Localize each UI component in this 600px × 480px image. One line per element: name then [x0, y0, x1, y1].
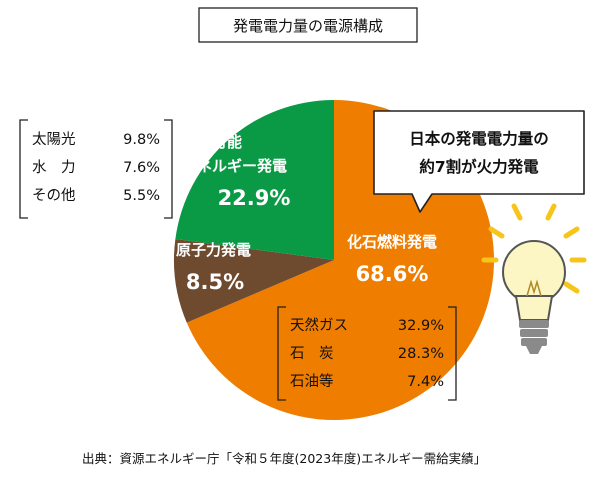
- fossil-breakdown-name-3: 石油等: [290, 372, 334, 390]
- chart-title: 発電電力量の電源構成: [233, 17, 383, 35]
- title-box: [198, 7, 418, 43]
- fossil-breakdown-bracket-left: [277, 306, 286, 401]
- nuclear-label: 原子力発電: [176, 241, 251, 259]
- renewable-breakdown-name-1: 太陽光: [32, 131, 76, 148]
- fossil-breakdown-value-3: 7.4%: [407, 374, 444, 390]
- fossil-percent: 68.6%: [356, 262, 429, 286]
- fossil-breakdown-name-1: 天然ガス: [290, 317, 348, 334]
- renewable-percent: 22.9%: [218, 186, 291, 210]
- callout-line-1: 日本の発電電力量の: [409, 129, 549, 148]
- renewable-label-line-2: エネルギー発電: [182, 157, 287, 175]
- fossil-breakdown-bracket-right: [448, 306, 457, 401]
- pie-slice-nuclear: [173, 238, 334, 323]
- renewable-breakdown-value-1: 9.8%: [123, 132, 160, 148]
- renewable-breakdown-name-2: 水 力: [32, 159, 76, 176]
- fossil-breakdown-value-1: 32.9%: [398, 318, 444, 334]
- fossil-breakdown-value-2: 28.3%: [398, 346, 444, 362]
- renewable-breakdown-bracket-left: [19, 119, 28, 219]
- renewable-label-line-1: 再生可能: [182, 133, 242, 151]
- light-bulb-icon: [481, 203, 587, 354]
- renewable-breakdown-value-2: 7.6%: [123, 160, 160, 176]
- renewable-breakdown-bracket-right: [164, 119, 173, 219]
- callout-bubble: [373, 110, 585, 213]
- fossil-breakdown-name-2: 石 炭: [290, 345, 334, 362]
- fossil-label: 化石燃料発電: [347, 233, 437, 251]
- source-note: 出典：資源エネルギー庁「令和５年度(2023年度)エネルギー需給実績」: [82, 451, 486, 466]
- nuclear-percent: 8.5%: [186, 270, 244, 294]
- callout-line-2: 約7割が火力発電: [419, 157, 539, 176]
- renewable-breakdown-name-3: その他: [32, 187, 76, 204]
- renewable-breakdown-value-3: 5.5%: [123, 188, 160, 204]
- pie-slice-renewable: [175, 100, 334, 260]
